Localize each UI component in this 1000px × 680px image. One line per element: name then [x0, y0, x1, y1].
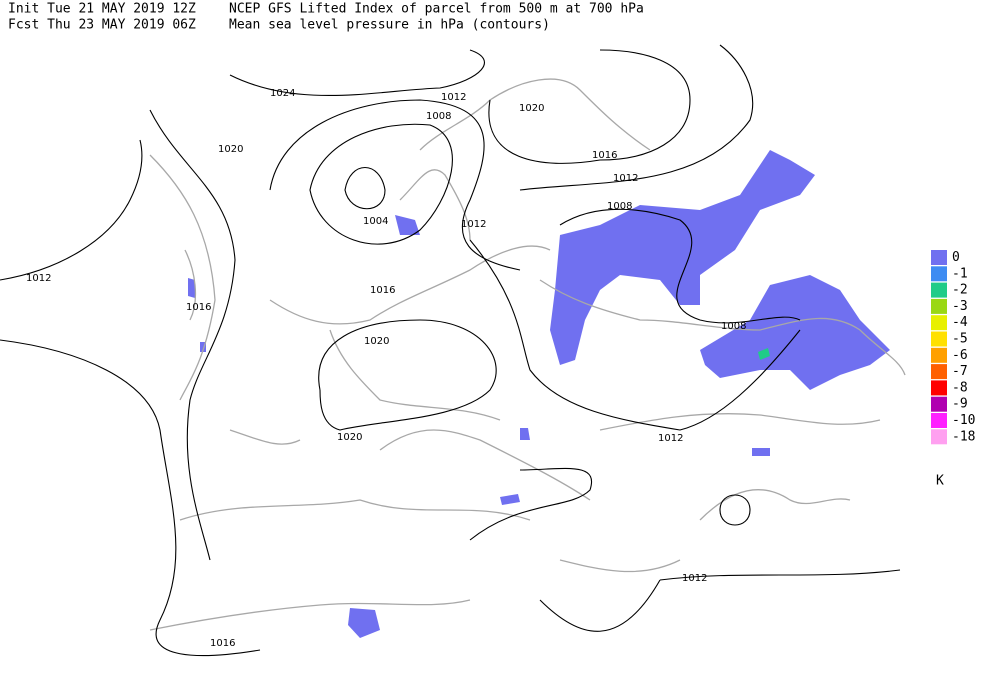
legend-label: -8: [952, 380, 968, 395]
map-title: NCEP GFS Lifted Index of parcel from 500…: [229, 2, 644, 17]
contour-label: 1012: [682, 573, 707, 584]
legend-label: -5: [952, 332, 968, 347]
legend-label: -7: [952, 364, 968, 379]
lifted-index-areas: [188, 150, 890, 638]
legend-swatch: [931, 331, 947, 347]
legend-swatch: [931, 250, 947, 265]
contour-label: 1012: [441, 92, 466, 103]
contour-label: 1004: [363, 216, 388, 227]
contour-label: 1008: [607, 201, 632, 212]
contour-label: 1016: [592, 150, 617, 161]
legend-swatch: [931, 315, 947, 331]
init-time: Init Tue 21 MAY 2019 12Z: [8, 2, 196, 17]
contour-label: 1020: [218, 144, 243, 155]
legend-label: -4: [952, 315, 968, 330]
legend-swatch: [931, 266, 947, 282]
contour-label: 1008: [721, 321, 746, 332]
legend-swatch: [931, 413, 947, 428]
legend-swatch: [931, 429, 947, 445]
legend-swatch: [931, 380, 947, 396]
legend-swatch: [931, 396, 947, 412]
contour-label: 1016: [186, 302, 211, 313]
lifted-index-area: [348, 608, 380, 638]
legend-label: -10: [952, 413, 975, 428]
legend-label: 0: [952, 250, 960, 265]
forecast-time: Fcst Thu 23 MAY 2019 06Z: [8, 18, 196, 33]
legend-swatch: [931, 347, 947, 363]
legend-label: -18: [952, 429, 975, 444]
legend-label: -3: [952, 299, 968, 314]
legend-label: -2: [952, 283, 968, 298]
contour-label: 1016: [210, 638, 235, 649]
contour-label: 1012: [658, 433, 683, 444]
contour-label: 1020: [364, 336, 389, 347]
contour-label: 1020: [519, 103, 544, 114]
legend-swatch: [931, 364, 947, 380]
contour-label: 1012: [461, 219, 486, 230]
legend-unit: K: [936, 474, 944, 489]
legend-label: -6: [952, 348, 968, 363]
map-subtitle: Mean sea level pressure in hPa (contours…: [229, 18, 550, 33]
contour-label: 1024: [270, 88, 295, 99]
legend-swatch: [931, 282, 947, 298]
contour-label: 1012: [26, 273, 51, 284]
legend: K 0-1 -2-3-4 -5-6-7-8 -9-10-18: [931, 250, 975, 489]
pressure-contours: [0, 44, 901, 657]
lifted-index-area: [550, 150, 815, 365]
contour-label: 1008: [426, 111, 451, 122]
legend-swatch: [931, 298, 947, 314]
contour-labels: 1024 1012 1020 1008 1020 1016 1012 1008 …: [26, 88, 746, 649]
coastlines: [149, 78, 906, 631]
contour-label: 1012: [613, 173, 638, 184]
contour-label: 1016: [370, 285, 395, 296]
legend-label: -1: [952, 266, 968, 281]
header: Init Tue 21 MAY 2019 12Z NCEP GFS Lifted…: [8, 2, 644, 33]
lifted-index-area: [700, 275, 890, 390]
contour-label: 1020: [337, 432, 362, 443]
legend-label: -9: [952, 397, 968, 412]
lifted-index-area: [758, 348, 770, 360]
